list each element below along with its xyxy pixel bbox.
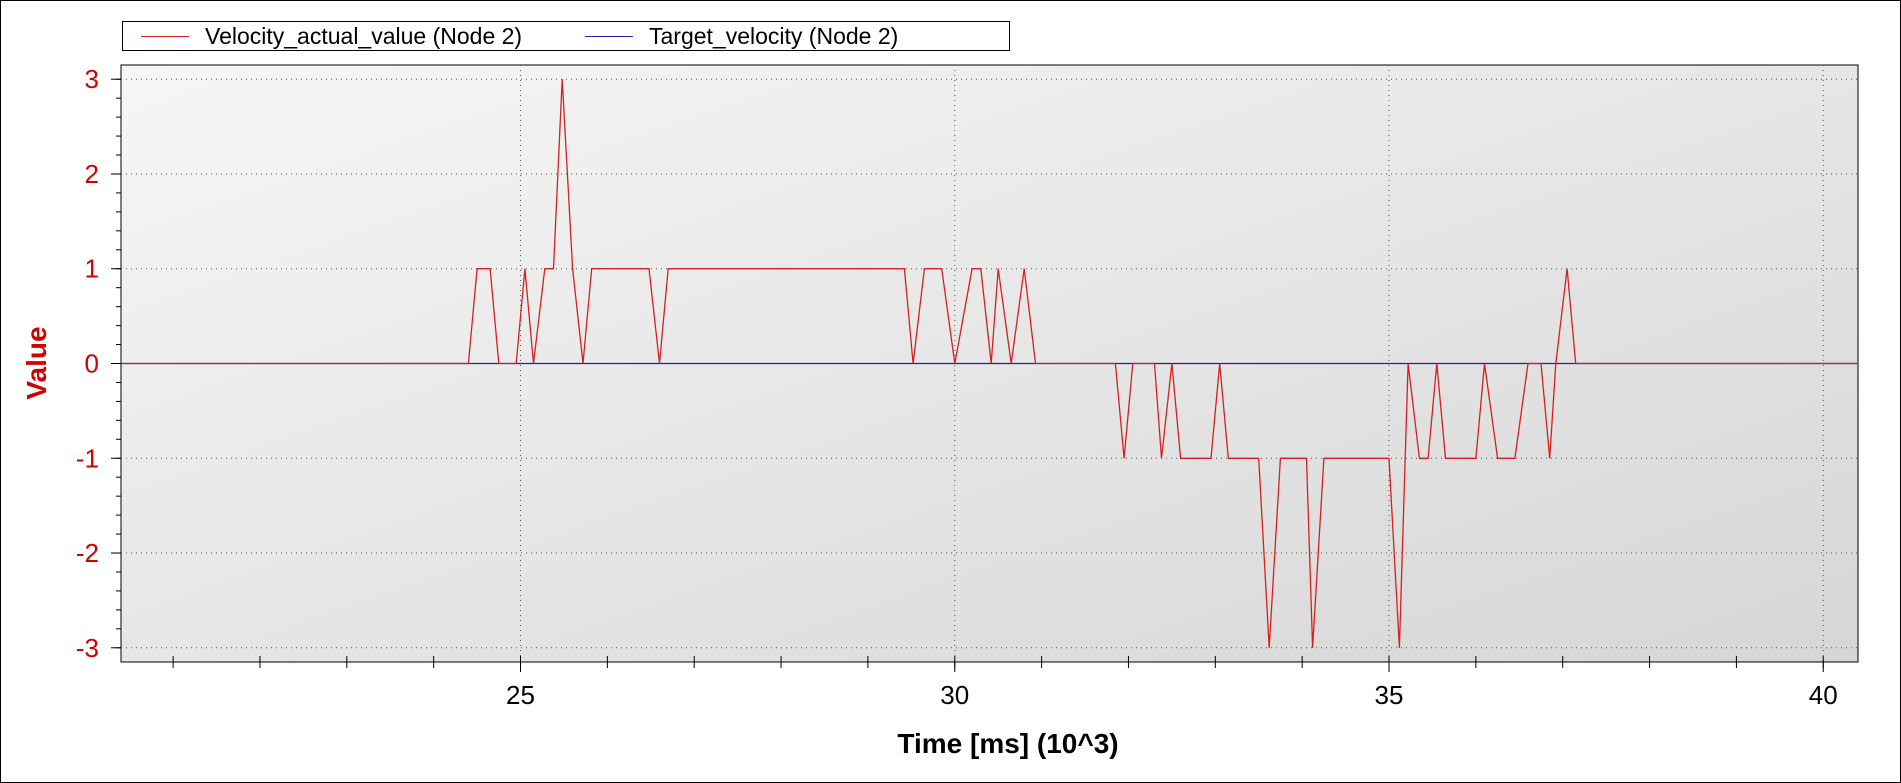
x-tick-label: 35 xyxy=(1375,680,1404,710)
x-tick-label: 30 xyxy=(940,680,969,710)
legend-swatch xyxy=(585,35,633,37)
legend-entry-velocity-actual: Velocity_actual_value (Node 2) xyxy=(141,22,522,50)
x-tick-label: 40 xyxy=(1809,680,1838,710)
legend-label: Target_velocity (Node 2) xyxy=(649,22,899,49)
y-axis-ticks: 3 2 1 0 -1 -2 -3 xyxy=(76,64,121,663)
series-layer xyxy=(121,79,1858,648)
y-tick-label: -2 xyxy=(76,538,99,568)
y-tick-label: 1 xyxy=(85,254,99,284)
legend-label: Velocity_actual_value (Node 2) xyxy=(205,22,523,49)
y-tick-label: -3 xyxy=(76,633,99,663)
y-axis-title: Value xyxy=(21,326,52,399)
y-tick-label: 0 xyxy=(85,349,99,379)
legend-swatch xyxy=(141,35,189,37)
series-line-velocity-actual xyxy=(121,79,1858,648)
y-tick-label: -1 xyxy=(76,443,99,473)
y-tick-label: 2 xyxy=(85,159,99,189)
legend-entry-target-velocity: Target_velocity (Node 2) xyxy=(585,22,898,50)
y-tick-label: 3 xyxy=(85,64,99,94)
x-tick-label: 25 xyxy=(506,680,535,710)
legend: Velocity_actual_value (Node 2) Target_ve… xyxy=(122,21,1010,51)
x-axis-ticks: 25 30 35 40 xyxy=(506,662,1838,710)
x-axis-title: Time [ms] (10^3) xyxy=(897,728,1118,759)
